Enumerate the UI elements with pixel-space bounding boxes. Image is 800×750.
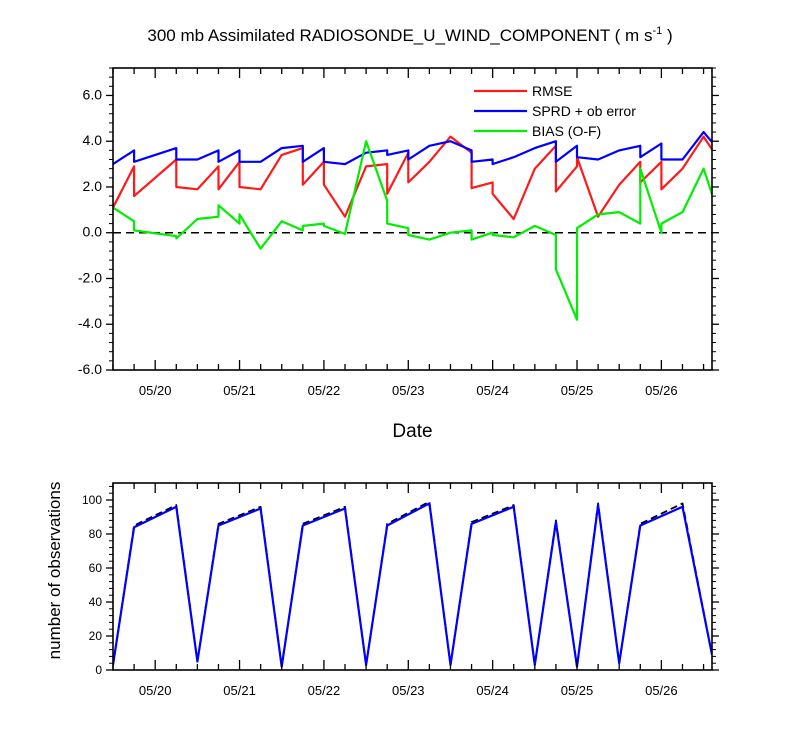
top-series-group bbox=[113, 131, 712, 321]
x-tick-label: 05/20 bbox=[139, 683, 172, 698]
x-tick-label: 05/21 bbox=[223, 383, 256, 398]
legend-label: RMSE bbox=[532, 83, 572, 99]
chart-title-units-close: ) bbox=[662, 26, 672, 45]
chart-title-text: 300 mb Assimilated RADIOSONDE_U_WIND_COM… bbox=[147, 26, 652, 45]
bottom-series-group bbox=[113, 500, 712, 668]
legend: RMSE SPRD + ob error BIAS (O-F) bbox=[474, 83, 636, 139]
y-tick-label: 100 bbox=[82, 493, 102, 507]
y-tick-label: 6.0 bbox=[83, 86, 103, 102]
chart-title: 300 mb Assimilated RADIOSONDE_U_WIND_COM… bbox=[147, 25, 672, 45]
top-ticks: 05/20 05/21 05/22 05/23 05/24 05/25 05/26 -6.0 -… bbox=[78, 67, 719, 398]
y-tick-label: 40 bbox=[89, 595, 103, 609]
x-tick-label: 05/22 bbox=[308, 383, 341, 398]
y-tick-label: -2.0 bbox=[78, 269, 102, 285]
x-tick-label: 05/25 bbox=[561, 383, 594, 398]
series-line-bias-o-f bbox=[113, 140, 712, 321]
x-tick-label: 05/26 bbox=[645, 383, 678, 398]
y-tick-label: 60 bbox=[89, 561, 103, 575]
x-tick-label: 05/20 bbox=[139, 383, 172, 398]
legend-label: SPRD + ob error bbox=[532, 103, 636, 119]
y-tick-label: 0.0 bbox=[83, 224, 103, 240]
series-line-total bbox=[113, 502, 712, 668]
y-axis-label-observations: number of observations bbox=[45, 482, 64, 660]
x-tick-label: 05/26 bbox=[645, 683, 678, 698]
series-line-sprd-ob-error bbox=[113, 131, 712, 166]
x-tick-label: 05/22 bbox=[308, 683, 341, 698]
legend-label: BIAS (O-F) bbox=[532, 123, 601, 139]
y-tick-label: 0 bbox=[95, 663, 102, 677]
bottom-plot-frame bbox=[112, 482, 713, 671]
y-tick-label: 4.0 bbox=[83, 132, 103, 148]
y-tick-label: 2.0 bbox=[83, 178, 103, 194]
top-chart: 05/20 05/21 05/22 05/23 05/24 05/25 05/26 -6.0 -… bbox=[78, 67, 719, 442]
x-tick-label: 05/24 bbox=[476, 683, 509, 698]
y-tick-label: 20 bbox=[89, 629, 103, 643]
series-line-rmse bbox=[113, 135, 712, 221]
x-tick-label: 05/23 bbox=[392, 683, 425, 698]
y-tick-label: -4.0 bbox=[78, 315, 102, 331]
x-tick-label: 05/21 bbox=[223, 683, 256, 698]
y-tick-label: 80 bbox=[89, 527, 103, 541]
x-tick-label: 05/23 bbox=[392, 383, 425, 398]
x-axis-label: Date bbox=[392, 421, 432, 442]
x-tick-label: 05/25 bbox=[561, 683, 594, 698]
x-tick-label: 05/24 bbox=[476, 383, 509, 398]
chart-title-units-sup: -1 bbox=[652, 25, 662, 37]
top-plot-frame bbox=[112, 67, 713, 371]
y-tick-label: -6.0 bbox=[78, 361, 102, 377]
bottom-chart: 05/20 05/21 05/22 05/23 05/24 05/25 05/26 0 20 40… bbox=[45, 482, 719, 698]
